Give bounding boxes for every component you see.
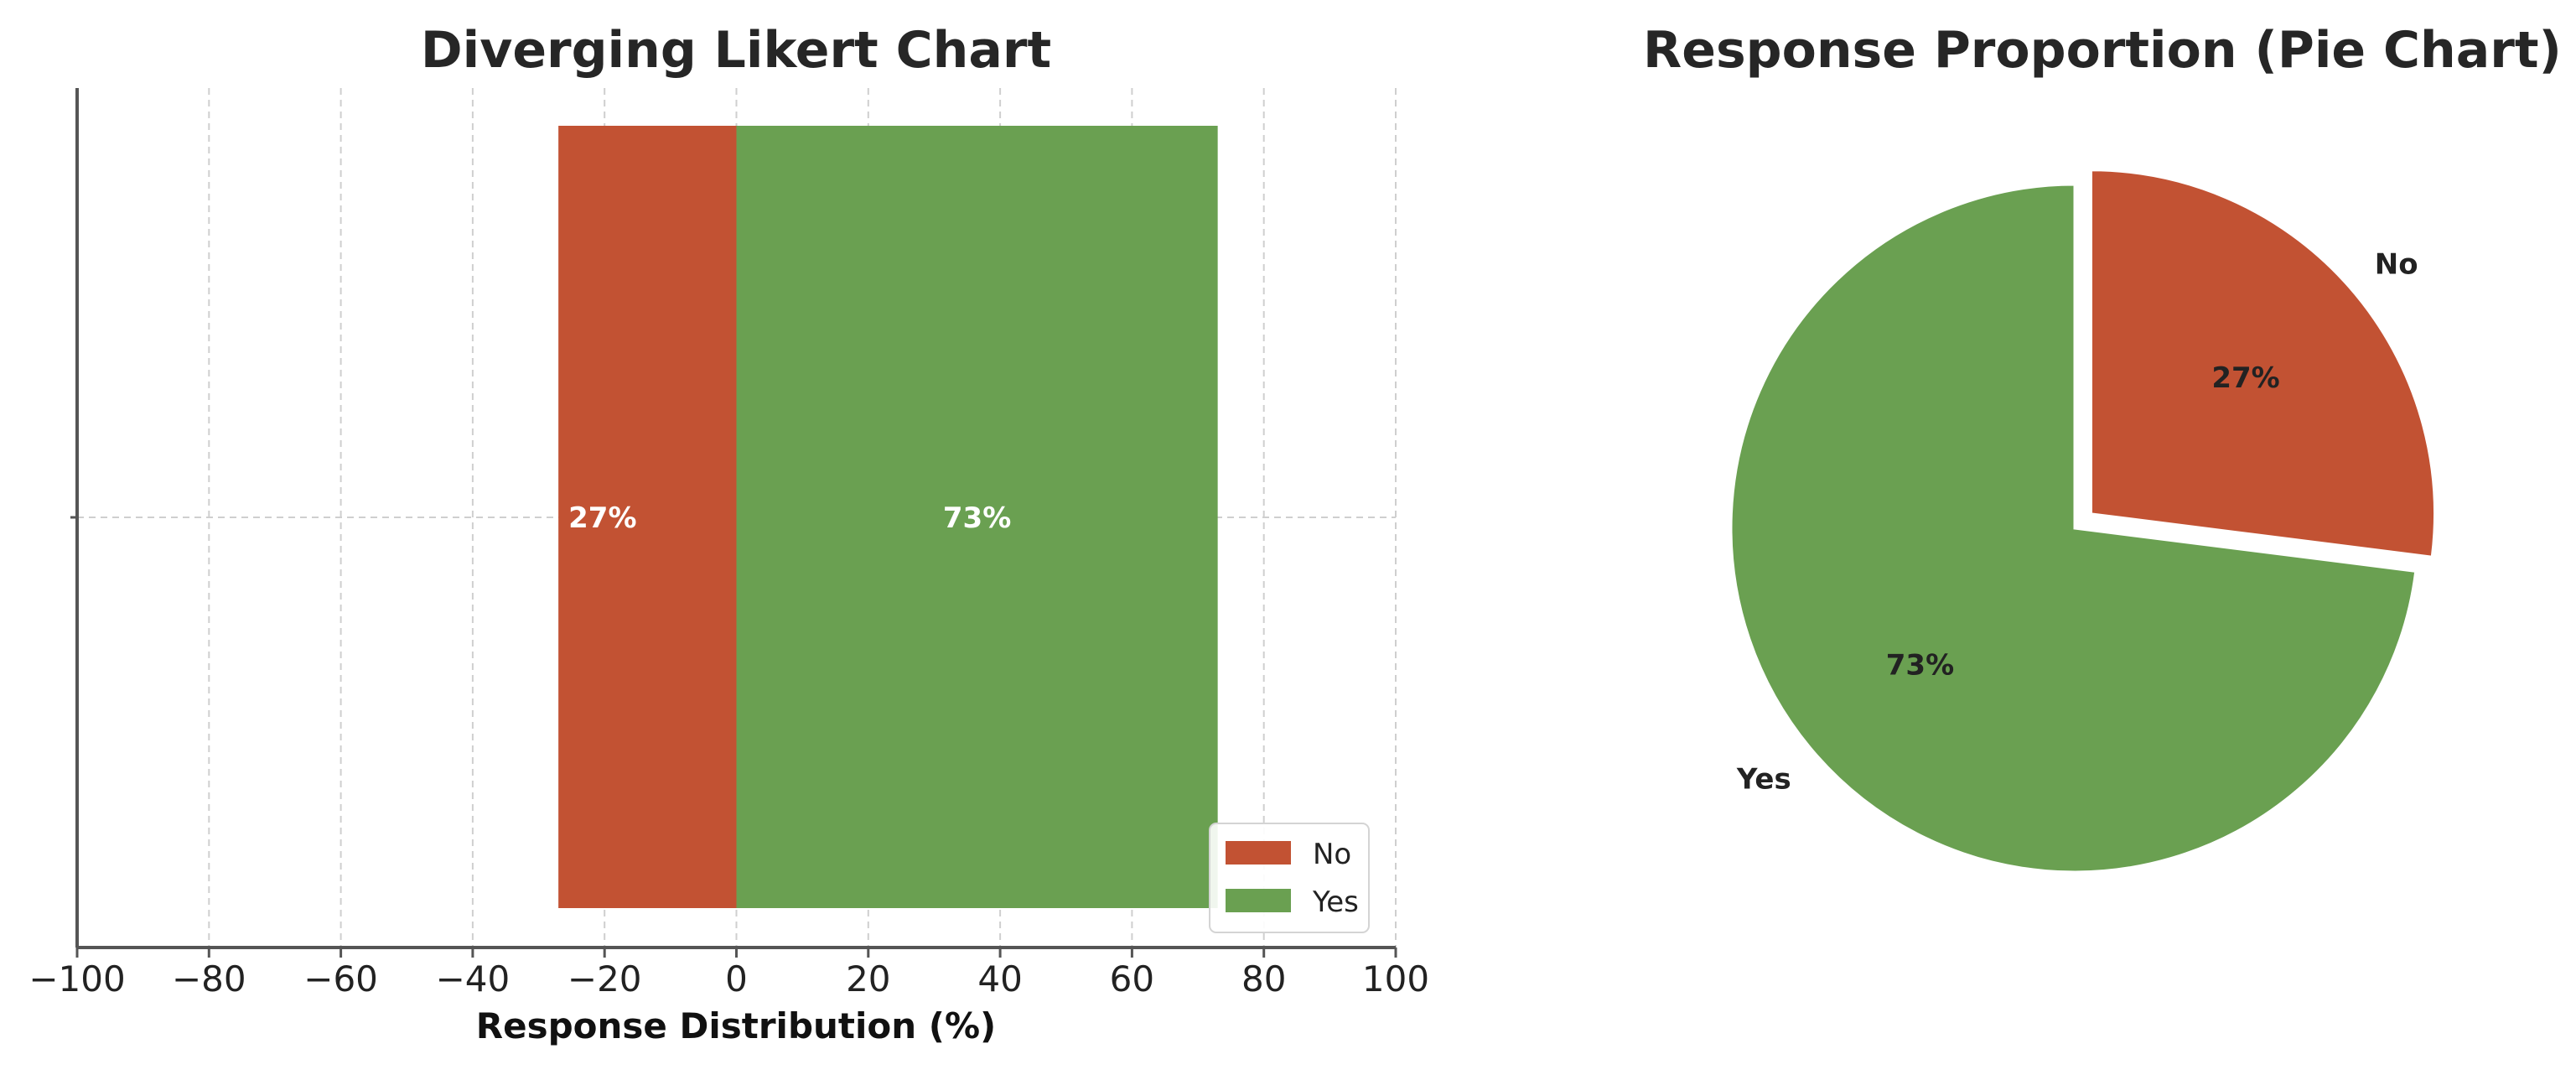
pie-labels: 27% No 73% Yes	[1736, 248, 2418, 797]
bar-yes	[736, 126, 1218, 908]
x-tick-label: 40	[977, 958, 1022, 1000]
x-axis-ticks: −100 −80 −60 −40 −20 0 20 40 60 80 100	[29, 948, 1429, 1000]
pie-slices	[1729, 169, 2436, 874]
pie-pct-label-no: 27%	[2211, 361, 2279, 395]
x-tick-label: −60	[303, 958, 378, 1000]
pie-slice-no	[2090, 169, 2436, 558]
bar-no	[558, 126, 737, 908]
x-axis-label: Response Distribution (%)	[476, 1005, 996, 1046]
x-tick-label: −40	[436, 958, 511, 1000]
x-tick-label: 20	[846, 958, 890, 1000]
likert-bars	[558, 126, 1218, 908]
x-tick-label: 80	[1241, 958, 1286, 1000]
bar-label-yes: 73%	[943, 501, 1011, 535]
legend: No Yes	[1209, 823, 1370, 933]
legend-label-no: No	[1313, 838, 1351, 871]
bar-label-no: 27%	[568, 501, 636, 535]
x-tick-label: −20	[568, 958, 642, 1000]
legend-label-yes: Yes	[1312, 885, 1359, 919]
x-tick-label: 100	[1362, 958, 1429, 1000]
pie-chart: Response Proportion (Pie Chart) 27% No 73%…	[1643, 21, 2562, 874]
x-tick-label: −80	[172, 958, 246, 1000]
x-tick-label: 0	[725, 958, 748, 1000]
legend-swatch-no	[1226, 841, 1291, 865]
x-tick-label: 60	[1110, 958, 1154, 1000]
legend-swatch-yes	[1226, 889, 1291, 912]
pie-slice-yes	[1729, 183, 2418, 874]
likert-chart: Diverging Likert Chart 27% 73% −100 −80 −60…	[29, 21, 1429, 1046]
likert-chart-title: Diverging Likert Chart	[421, 21, 1051, 80]
pie-chart-title: Response Proportion (Pie Chart)	[1643, 21, 2562, 80]
pie-name-label-no: No	[2375, 248, 2418, 282]
pie-pct-label-yes: 73%	[1886, 649, 1954, 683]
pie-name-label-yes: Yes	[1736, 762, 1791, 796]
x-tick-label: −100	[29, 958, 125, 1000]
likert-bar-labels: 27% 73%	[568, 501, 1011, 535]
